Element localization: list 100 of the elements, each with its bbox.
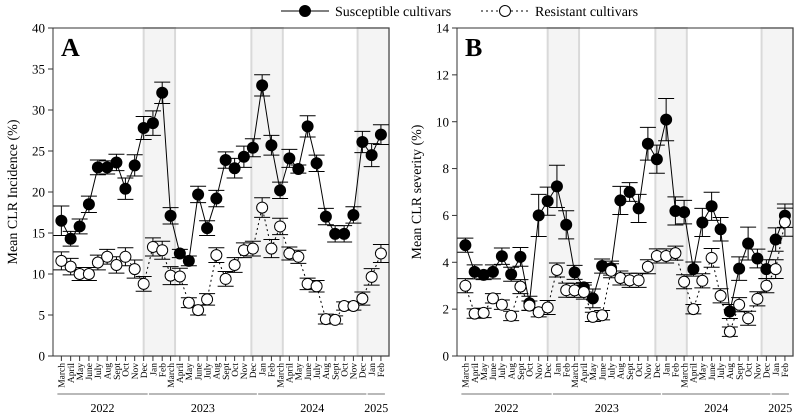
point — [632, 202, 645, 214]
y-tick-label: 40 — [32, 20, 45, 36]
x-tick-label: Nov — [535, 362, 546, 380]
x-tick-label: Feb — [268, 362, 278, 378]
text: 2025 — [364, 401, 388, 415]
point — [706, 252, 718, 264]
point — [356, 136, 368, 148]
point — [128, 159, 141, 172]
point — [119, 250, 132, 263]
x-tick-label: Jan — [258, 362, 268, 376]
point — [496, 250, 508, 262]
x-tick-label: Nov — [240, 362, 250, 380]
x-tick-label: March — [570, 362, 581, 388]
x-tick-label: July — [607, 362, 618, 379]
point — [302, 120, 314, 132]
x-tick-label: Dec — [140, 363, 150, 378]
legend-label: Susceptible cultivars — [335, 4, 452, 20]
point — [320, 210, 332, 223]
point — [210, 192, 222, 205]
text: 2022 — [90, 401, 115, 415]
point — [486, 292, 499, 304]
x-tick-label: April — [66, 362, 77, 384]
x-tick-label: Aug — [322, 362, 332, 380]
point — [238, 150, 250, 163]
x-tick-label: Nov — [754, 362, 764, 380]
point — [614, 194, 626, 206]
point — [182, 296, 195, 309]
x-tick-label: April — [176, 362, 186, 384]
y-tick-label: 2 — [442, 302, 449, 317]
point — [374, 248, 387, 260]
x-tick-label: Dec — [762, 363, 773, 378]
x-tick-label: March — [680, 362, 690, 388]
point — [156, 86, 168, 99]
x-tick-label: Aug — [212, 362, 223, 380]
point — [174, 270, 186, 282]
y-tick-label: 5 — [38, 308, 45, 323]
x-tick-label: Jan — [368, 362, 378, 376]
point — [292, 163, 304, 176]
point — [586, 292, 599, 304]
x-tick-label: Oct — [744, 362, 754, 377]
y-tick-label: 0 — [38, 348, 45, 364]
x-tick-label: Oct — [526, 362, 536, 377]
point — [110, 156, 122, 168]
point — [366, 149, 378, 162]
point — [542, 195, 554, 208]
x-tick-label: Feb — [672, 362, 682, 378]
y-tick-label: 10 — [32, 266, 45, 282]
x-tick-label: Aug — [616, 362, 627, 380]
point — [347, 300, 360, 312]
point — [329, 314, 342, 326]
point — [770, 263, 782, 276]
point — [660, 114, 672, 126]
point — [310, 280, 323, 292]
x-tick-label: April — [470, 362, 481, 384]
point — [642, 138, 654, 150]
chart-title: A — [61, 33, 80, 62]
x-tick-label: June — [304, 363, 314, 380]
x-tick-label: May — [480, 362, 490, 380]
point — [374, 128, 387, 141]
point — [146, 117, 159, 130]
x-tick-label: Oct — [230, 362, 241, 377]
x-tick-label: Aug — [726, 362, 736, 380]
x-tick-label: Oct — [340, 362, 350, 377]
point — [265, 242, 278, 255]
point — [678, 206, 690, 218]
x-tick-label: Feb — [158, 362, 169, 378]
x-tick-label: June — [194, 363, 204, 380]
x-tick-label: April — [690, 362, 700, 384]
point — [228, 162, 241, 174]
x-tick-label: July — [312, 362, 323, 379]
x-tick-label: March — [462, 362, 472, 388]
point — [246, 142, 259, 154]
point — [706, 200, 718, 212]
point — [128, 263, 141, 276]
x-tick-label: Dec — [249, 363, 260, 378]
point — [146, 240, 159, 253]
point — [55, 254, 68, 267]
x-tick-label: Nov — [350, 362, 360, 380]
point — [714, 223, 727, 236]
point — [624, 186, 636, 198]
point — [192, 304, 204, 316]
x-tick-label: July — [716, 362, 727, 379]
y-tick-label: 25 — [32, 144, 45, 159]
x-tick-label: June — [708, 363, 718, 380]
point — [138, 122, 150, 134]
point — [220, 154, 232, 166]
y-tick-label: 14 — [436, 20, 450, 36]
y-axis-title: Mean CLR severity (%) — [410, 124, 425, 260]
x-tick-label: Sept — [331, 362, 342, 380]
text: 2022 — [494, 401, 519, 415]
point — [596, 309, 608, 322]
y-tick-label: 0 — [442, 348, 449, 364]
point — [110, 258, 122, 271]
x-tick-label: May — [698, 362, 709, 380]
point — [696, 216, 708, 228]
x-tick-label: June — [489, 363, 500, 380]
point — [770, 234, 782, 246]
y-tick-label: 15 — [32, 226, 45, 241]
point — [687, 303, 700, 316]
x-tick-label: Oct — [122, 362, 132, 377]
